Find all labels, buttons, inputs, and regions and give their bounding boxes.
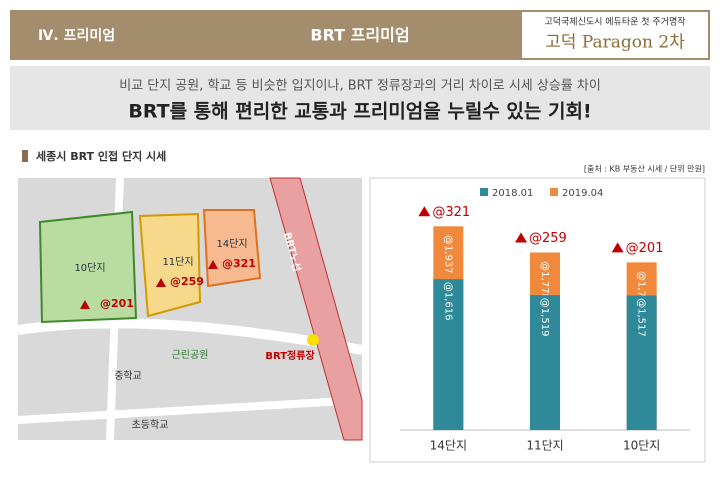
up-icon: [156, 278, 166, 287]
map: 10단지 @201 11단지 @259 14단지 @321 BRT노선 BRT정…: [17, 177, 363, 441]
value-label: @1,718: [636, 271, 647, 310]
x-tick-label: 10단지: [623, 439, 660, 453]
intro-line: 비교 단지 공원, 학교 등 비슷한 입지이나, BRT 정류장과의 거리 차이…: [119, 79, 601, 94]
increase-label: @201: [626, 241, 664, 256]
map-label: BRT정류장: [265, 349, 315, 362]
x-tick-label: 11단지: [526, 439, 563, 453]
block-14: [202, 209, 262, 288]
value-label: @1,519: [539, 298, 550, 337]
up-icon: [418, 206, 431, 217]
map-label: @201: [100, 297, 134, 310]
brand: 고덕 Paragon 2차: [545, 33, 685, 53]
map-label: @321: [222, 257, 256, 270]
source: [출처 : KB 부동산 시세 / 단위 만원]: [584, 164, 705, 174]
section-marker: [22, 150, 28, 162]
value-label: @1,778: [539, 261, 550, 300]
increase-label: @321: [432, 205, 470, 220]
up-icon: [515, 232, 527, 243]
bar: [626, 295, 657, 430]
map-label: 10단지: [74, 262, 105, 274]
increase-label: @259: [529, 231, 567, 246]
legend-label: 2019.04: [562, 188, 603, 199]
map-label: 14단지: [216, 238, 247, 250]
section-title: 세종시 BRT 인접 단지 시세: [36, 149, 166, 163]
value-label: @1,616: [442, 282, 453, 321]
up-icon: [208, 260, 218, 269]
map-label: 초등학교: [132, 419, 169, 431]
section-label: Ⅳ. 프리미엄: [38, 28, 115, 44]
chart: 2018.01 2019.04 14단지 @1,937 @1,616 @321 11단지 @1…: [400, 188, 690, 453]
intro-headline: BRT를 통해 편리한 교통과 프리미엄을 누릴수 있는 기회!: [128, 101, 591, 123]
x-tick-label: 14단지: [430, 439, 467, 453]
stop-dot: [307, 334, 319, 346]
map-label: @259: [170, 275, 204, 288]
block-11: [138, 212, 202, 318]
header-title: BRT 프리미엄: [310, 26, 409, 45]
bar: [433, 279, 464, 430]
tagline: 고덕국제신도시 에듀타운 첫 주거명작: [544, 17, 685, 28]
brt-route: [269, 177, 363, 441]
up-icon: [611, 242, 624, 253]
map-label: 11단지: [162, 256, 193, 268]
value-label: @1,937: [442, 235, 453, 274]
block-10: [38, 210, 138, 324]
up-icon: [80, 300, 90, 309]
map-label: 근린공원: [172, 349, 209, 361]
legend-swatch: [480, 188, 488, 196]
bar: [530, 295, 560, 430]
road: [17, 396, 363, 424]
value-label: @1,517: [636, 298, 647, 337]
legend-swatch: [550, 188, 558, 196]
intro-band: [10, 66, 710, 130]
legend-label: 2018.01: [492, 188, 533, 199]
map-label: 중학교: [114, 370, 142, 382]
brand-box: [522, 12, 708, 58]
